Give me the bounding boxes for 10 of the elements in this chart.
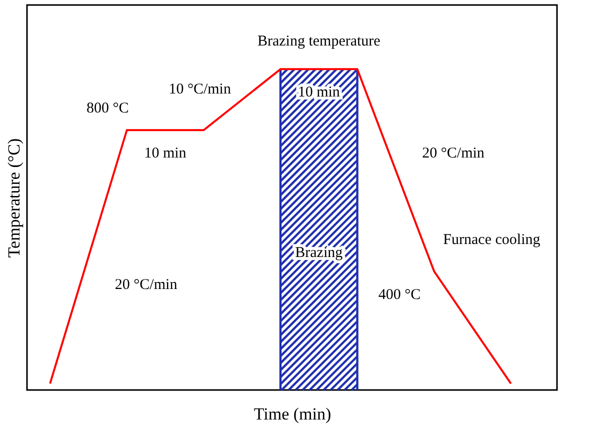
annotation: Furnace cooling	[443, 232, 541, 248]
annotation: 10 °C/min	[168, 81, 232, 98]
text: Brazing temperature	[257, 33, 381, 50]
annotation: 400 °C	[378, 286, 421, 303]
y-axis-title: Temperature (°C)	[4, 138, 24, 258]
annotation: 10 min	[144, 146, 187, 162]
x-axis-title: Time (min)	[254, 404, 332, 424]
annotation: 20 °C/min	[422, 146, 485, 162]
annotation: 20 °C/min	[114, 277, 178, 294]
annotation: 800 °C	[86, 100, 129, 117]
